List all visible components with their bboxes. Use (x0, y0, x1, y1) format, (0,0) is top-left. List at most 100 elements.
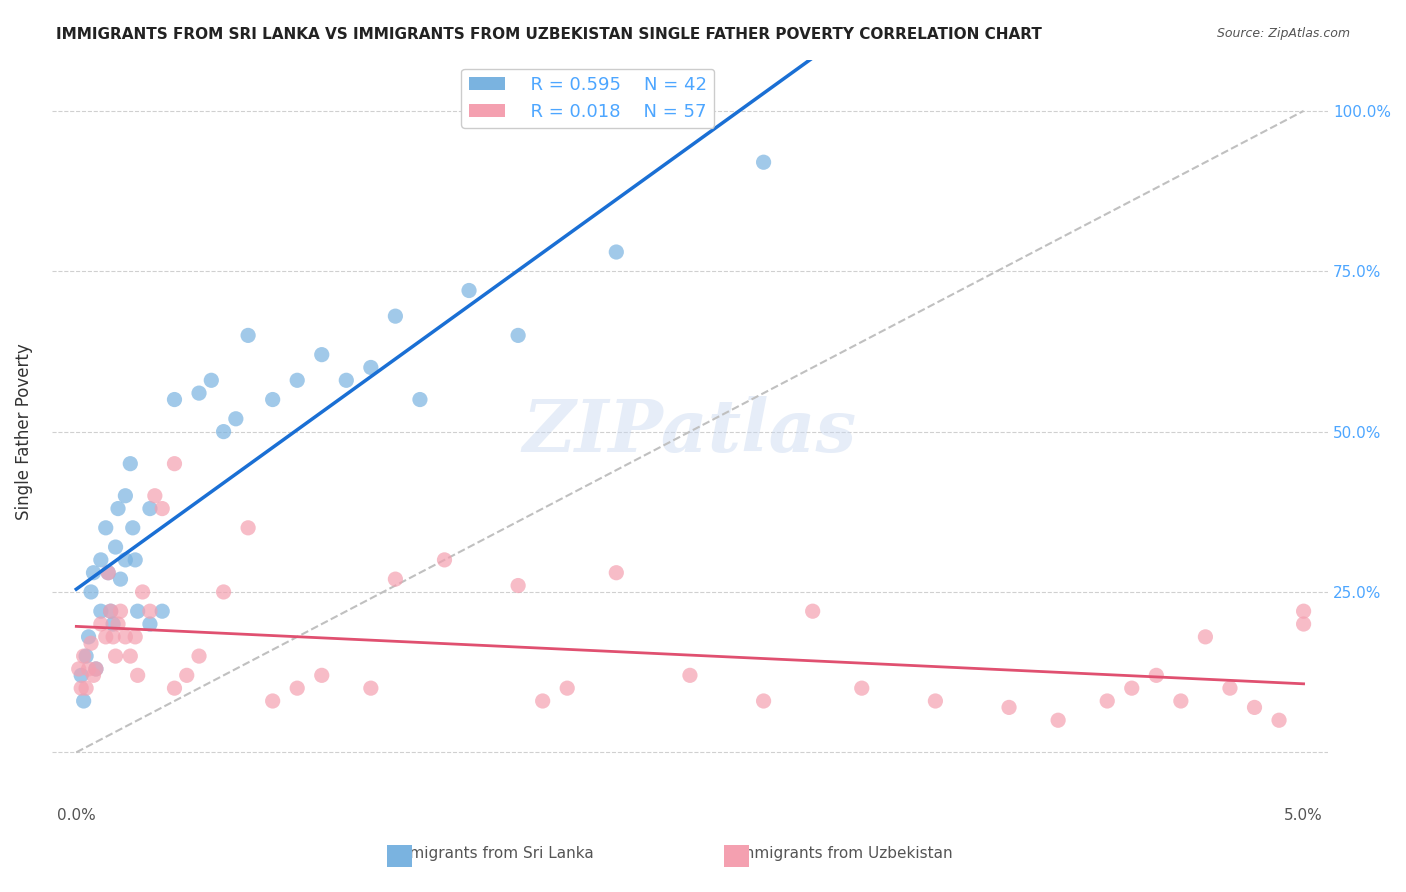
Point (124, 553, 146, 567)
Point (225, 411, 247, 425)
Point (90, 617, 112, 632)
Point (1219, 681, 1241, 695)
Point (82, 668, 104, 682)
Point (90, 553, 112, 567)
Point (752, 694, 775, 708)
Point (360, 360, 382, 375)
Point (531, 694, 554, 708)
Point (285, 373, 308, 387)
Text: Immigrants from Sri Lanka: Immigrants from Sri Lanka (391, 846, 593, 861)
Point (262, 392, 284, 407)
Y-axis label: Single Father Poverty: Single Father Poverty (15, 343, 32, 520)
Point (311, 668, 333, 682)
Point (90, 604, 112, 618)
Point (508, 328, 530, 343)
Point (236, 521, 259, 535)
Point (121, 521, 143, 535)
Point (679, 668, 702, 682)
Point (100, 604, 122, 618)
Point (84, 662, 107, 676)
Point (107, 501, 129, 516)
Point (335, 373, 357, 387)
Point (409, 392, 432, 407)
Text: ZIPatlas: ZIPatlas (523, 396, 858, 467)
Point (285, 681, 308, 695)
Point (1243, 700, 1265, 714)
Point (114, 630, 136, 644)
Point (110, 572, 132, 586)
Point (127, 668, 149, 682)
Point (104, 649, 127, 664)
Point (77, 630, 100, 644)
Point (120, 457, 142, 471)
Point (1121, 681, 1143, 695)
Point (752, 155, 775, 169)
Point (82, 566, 104, 580)
Point (97, 566, 120, 580)
Point (75, 681, 97, 695)
Point (1292, 617, 1315, 632)
Point (311, 348, 333, 362)
Point (70, 681, 93, 695)
Point (104, 540, 127, 554)
Point (73, 694, 96, 708)
Point (1268, 713, 1291, 727)
Point (94, 630, 117, 644)
Point (163, 681, 186, 695)
Point (1047, 713, 1070, 727)
Point (124, 630, 146, 644)
Point (94, 521, 117, 535)
Point (101, 630, 124, 644)
Point (605, 245, 627, 260)
Point (163, 392, 186, 407)
Point (114, 489, 136, 503)
Point (139, 604, 162, 618)
Point (84, 662, 107, 676)
Point (188, 386, 211, 401)
Text: Immigrants from Uzbekistan: Immigrants from Uzbekistan (735, 846, 952, 861)
Point (212, 585, 235, 599)
Point (139, 617, 162, 632)
Point (188, 649, 211, 664)
Point (851, 681, 873, 695)
Point (1170, 694, 1192, 708)
Point (80, 636, 103, 650)
Point (107, 617, 129, 632)
Point (1144, 668, 1167, 682)
Point (1292, 604, 1315, 618)
Point (236, 328, 259, 343)
Point (998, 700, 1021, 714)
Legend:   R = 0.595    N = 42,   R = 0.018    N = 57: R = 0.595 N = 42, R = 0.018 N = 57 (461, 69, 714, 128)
Point (605, 566, 627, 580)
Point (73, 649, 96, 664)
Point (75, 649, 97, 664)
Point (70, 668, 93, 682)
Point (200, 373, 222, 387)
Point (433, 553, 456, 567)
Point (508, 578, 530, 592)
Point (360, 681, 382, 695)
Point (120, 649, 142, 664)
Point (131, 585, 153, 599)
Text: IMMIGRANTS FROM SRI LANKA VS IMMIGRANTS FROM UZBEKISTAN SINGLE FATHER POVERTY CO: IMMIGRANTS FROM SRI LANKA VS IMMIGRANTS … (56, 27, 1042, 42)
Point (212, 425, 235, 439)
Point (150, 501, 173, 516)
Point (97, 566, 120, 580)
Point (143, 489, 166, 503)
Point (127, 604, 149, 618)
Point (384, 572, 406, 586)
Point (555, 681, 578, 695)
Point (458, 284, 481, 298)
Point (176, 668, 198, 682)
Point (100, 604, 122, 618)
Point (110, 604, 132, 618)
Point (150, 604, 173, 618)
Point (163, 457, 186, 471)
Point (924, 694, 946, 708)
Point (77, 662, 100, 676)
Point (262, 694, 284, 708)
Text: Source: ZipAtlas.com: Source: ZipAtlas.com (1216, 27, 1350, 40)
Point (114, 553, 136, 567)
Point (139, 501, 162, 516)
Point (1194, 630, 1216, 644)
